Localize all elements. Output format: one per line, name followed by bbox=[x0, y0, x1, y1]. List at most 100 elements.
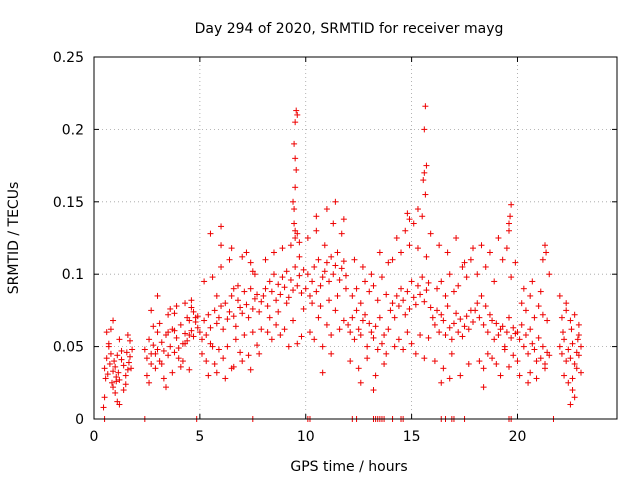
data-point bbox=[378, 340, 385, 347]
data-point bbox=[457, 316, 464, 323]
data-point bbox=[192, 318, 199, 325]
data-point bbox=[480, 365, 487, 372]
data-point bbox=[171, 327, 178, 334]
data-point bbox=[567, 355, 574, 362]
data-point bbox=[169, 369, 176, 376]
data-point bbox=[213, 320, 220, 327]
data-point bbox=[525, 379, 532, 386]
data-point bbox=[118, 347, 125, 354]
data-point bbox=[520, 285, 527, 292]
data-point bbox=[544, 317, 551, 324]
data-point bbox=[277, 332, 284, 339]
data-point bbox=[203, 358, 210, 365]
data-point bbox=[508, 334, 515, 341]
y-tick-label: 0.1 bbox=[62, 267, 84, 283]
data-point bbox=[400, 297, 407, 304]
data-point bbox=[124, 332, 131, 339]
data-point bbox=[568, 326, 575, 333]
data-point bbox=[366, 288, 373, 295]
data-point bbox=[493, 320, 500, 327]
data-point bbox=[400, 346, 407, 353]
grid-layer bbox=[94, 57, 617, 419]
data-point bbox=[376, 314, 383, 321]
data-point bbox=[459, 263, 466, 270]
data-point bbox=[412, 350, 419, 357]
data-point bbox=[218, 303, 225, 310]
data-point bbox=[154, 292, 161, 299]
data-point bbox=[349, 314, 356, 321]
data-point bbox=[516, 336, 523, 343]
data-point bbox=[313, 288, 320, 295]
data-point bbox=[575, 332, 582, 339]
data-point bbox=[533, 358, 540, 365]
data-point bbox=[446, 324, 453, 331]
data-point bbox=[406, 242, 413, 249]
y-axis-label: SRMTID / TECUs bbox=[6, 182, 22, 295]
data-point bbox=[328, 332, 335, 339]
data-point bbox=[370, 334, 377, 341]
data-point bbox=[393, 235, 400, 241]
data-point bbox=[351, 336, 358, 343]
data-point bbox=[122, 381, 129, 388]
data-point bbox=[563, 358, 570, 365]
data-point bbox=[563, 307, 570, 314]
data-point bbox=[122, 372, 129, 379]
data-point bbox=[275, 281, 282, 288]
data-point bbox=[302, 285, 309, 292]
data-point bbox=[347, 329, 354, 336]
data-point bbox=[531, 314, 538, 321]
data-point bbox=[294, 282, 301, 289]
data-point bbox=[463, 274, 470, 281]
data-point bbox=[353, 285, 360, 292]
data-point bbox=[323, 206, 330, 213]
data-point bbox=[385, 259, 392, 266]
data-point bbox=[336, 276, 343, 283]
data-point bbox=[522, 307, 529, 314]
data-point bbox=[232, 323, 239, 330]
data-point bbox=[419, 274, 426, 281]
data-point bbox=[103, 355, 110, 362]
data-point bbox=[243, 249, 250, 256]
data-point bbox=[298, 333, 305, 340]
data-point bbox=[304, 235, 311, 241]
data-point bbox=[442, 332, 449, 339]
data-point bbox=[293, 166, 300, 173]
data-point bbox=[230, 363, 237, 370]
data-point bbox=[497, 372, 504, 379]
data-point bbox=[340, 317, 347, 324]
data-point bbox=[124, 366, 131, 373]
data-point bbox=[106, 360, 113, 367]
data-point bbox=[351, 256, 358, 263]
data-point bbox=[425, 279, 432, 286]
data-point bbox=[507, 213, 514, 220]
data-point bbox=[518, 321, 525, 328]
data-point bbox=[108, 379, 115, 386]
data-point bbox=[171, 310, 178, 317]
data-point bbox=[338, 265, 345, 272]
data-point bbox=[357, 379, 364, 386]
data-point bbox=[226, 256, 233, 263]
data-point bbox=[304, 271, 311, 278]
data-point bbox=[241, 332, 248, 339]
data-point bbox=[182, 300, 189, 307]
data-point bbox=[279, 274, 286, 281]
data-point bbox=[287, 242, 294, 249]
data-point bbox=[309, 278, 316, 285]
data-point bbox=[330, 271, 337, 278]
data-point bbox=[357, 332, 364, 339]
data-point bbox=[292, 263, 299, 270]
data-point bbox=[290, 317, 297, 324]
y-tick-label: 0.15 bbox=[53, 195, 84, 211]
data-point bbox=[419, 213, 426, 220]
data-point bbox=[546, 352, 553, 359]
chart-title: Day 294 of 2020, SRMTID for receiver may… bbox=[195, 21, 504, 37]
data-point bbox=[499, 323, 506, 330]
data-point bbox=[431, 321, 438, 328]
data-point bbox=[154, 329, 161, 336]
data-point bbox=[474, 271, 481, 278]
data-point bbox=[215, 314, 222, 321]
data-point bbox=[512, 259, 519, 266]
data-point bbox=[535, 334, 542, 341]
data-point bbox=[414, 282, 421, 289]
data-point bbox=[444, 303, 451, 310]
